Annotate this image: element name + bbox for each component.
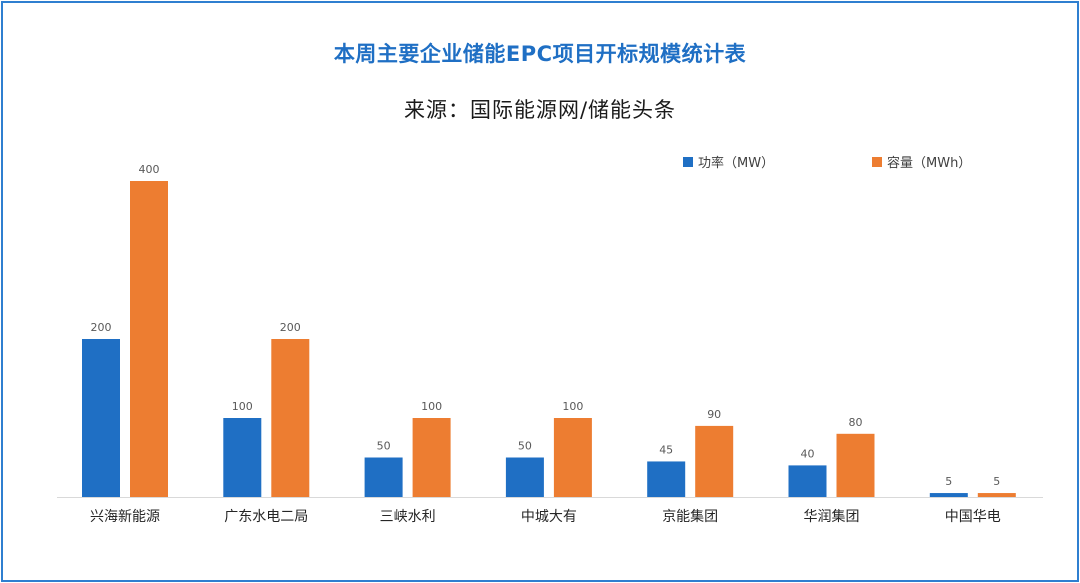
labels-layer: 200 400 兴海新能源 100 200 广东水电二局 50 100 三峡水利 50 100 中城大… — [90, 163, 1001, 525]
capacity-value-label-2: 100 — [421, 400, 442, 413]
capacity-value-label-1: 200 — [280, 321, 301, 334]
capacity-bar-6 — [977, 493, 1016, 497]
capacity-legend-label: 容量（MWh） — [887, 155, 971, 171]
capacity-value-label-5: 80 — [849, 416, 863, 429]
power-value-label-6: 5 — [945, 475, 952, 488]
capacity-bar-0 — [130, 181, 168, 497]
power-bar-2 — [364, 457, 403, 497]
power-value-label-1: 100 — [232, 400, 253, 413]
capacity-bar-3 — [553, 418, 592, 497]
category-label-2: 三峡水利 — [380, 509, 436, 525]
power-bar-0 — [82, 339, 120, 497]
category-label-6: 中国华电 — [945, 509, 1001, 525]
capacity-value-label-3: 100 — [562, 400, 583, 413]
capacity-value-label-4: 90 — [707, 408, 721, 421]
power-bar-4 — [647, 461, 686, 497]
chart-title: 本周主要企业储能EPC项目开标规模统计表 — [333, 42, 747, 66]
legend: 功率（MW） 容量（MWh） — [683, 155, 971, 171]
power-legend-swatch — [683, 157, 693, 167]
capacity-legend-swatch — [872, 157, 882, 167]
power-value-label-0: 200 — [91, 321, 112, 334]
capacity-bar-2 — [412, 418, 451, 497]
category-label-0: 兴海新能源 — [90, 509, 160, 525]
power-bar-1 — [223, 418, 262, 497]
category-label-5: 华润集团 — [804, 508, 860, 525]
category-label-3: 中城大有 — [521, 509, 577, 525]
power-bar-5 — [788, 465, 827, 497]
bars-layer — [82, 181, 1016, 497]
category-label-1: 广东水电二局 — [224, 509, 308, 525]
power-bar-6 — [929, 493, 968, 497]
capacity-bar-1 — [271, 339, 310, 497]
capacity-bar-5 — [836, 433, 875, 497]
power-bar-3 — [505, 457, 544, 497]
capacity-bar-4 — [695, 425, 734, 497]
capacity-value-label-0: 400 — [139, 163, 160, 176]
power-value-label-3: 50 — [518, 440, 532, 453]
power-value-label-4: 45 — [659, 443, 673, 456]
chart-subtitle: 来源：国际能源网/储能头条 — [403, 98, 677, 122]
capacity-value-label-6: 5 — [993, 475, 1000, 488]
power-value-label-5: 40 — [801, 447, 815, 460]
power-value-label-2: 50 — [377, 440, 391, 453]
power-legend-label: 功率（MW） — [698, 155, 774, 171]
category-label-4: 京能集团 — [662, 508, 718, 525]
